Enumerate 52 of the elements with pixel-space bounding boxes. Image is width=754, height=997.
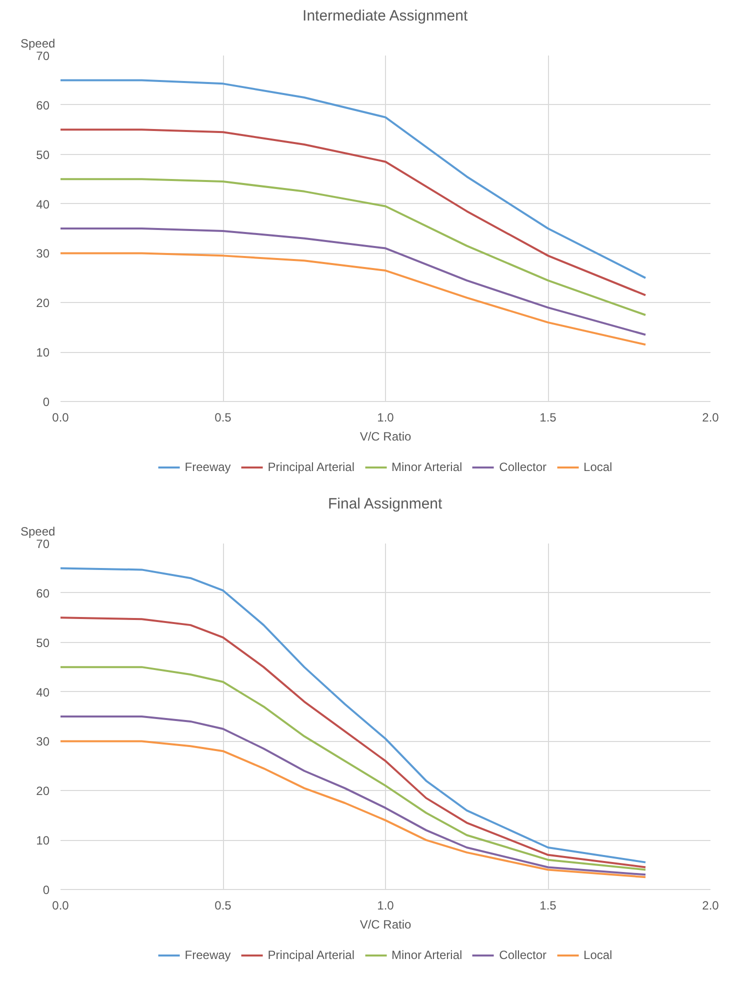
legend-label: Collector xyxy=(499,460,547,474)
y-tick-label: 0 xyxy=(42,883,50,897)
y-tick-label: 0 xyxy=(42,395,50,409)
line-series xyxy=(60,252,646,346)
x-tick-label: 1.0 xyxy=(377,410,394,424)
x-tick-label: 1.5 xyxy=(540,898,557,912)
legend-label: Local xyxy=(584,948,612,962)
x-tick-label: 1.5 xyxy=(540,410,557,424)
x-tick-label: 0.5 xyxy=(214,410,232,424)
y-tick-label: 70 xyxy=(36,49,50,63)
legend-label: Freeway xyxy=(184,948,231,962)
y-tick-label: 70 xyxy=(36,537,50,551)
y-tick-label: 10 xyxy=(36,834,50,848)
y-tick-label: 30 xyxy=(36,734,50,749)
x-tick-label: 1.0 xyxy=(377,898,394,912)
y-tick-label: 30 xyxy=(36,246,50,261)
y-axis-title: Speed xyxy=(20,524,56,538)
x-tick-label: 2.0 xyxy=(702,410,720,424)
y-tick-label: 10 xyxy=(36,346,50,360)
x-axis-title: V/C Ratio xyxy=(360,918,412,932)
legend-label: Principal Arterial xyxy=(268,948,354,962)
line-series xyxy=(60,79,646,279)
line-series xyxy=(60,567,646,864)
y-tick-label: 60 xyxy=(36,586,50,600)
line-series xyxy=(60,740,646,878)
x-axis-title: V/C Ratio xyxy=(360,430,412,444)
line-series xyxy=(60,616,646,868)
y-tick-label: 40 xyxy=(36,197,50,212)
x-tick-label: 0.0 xyxy=(52,410,70,424)
line-series xyxy=(60,666,646,871)
chart-title: Final Assignment xyxy=(328,496,444,512)
y-tick-label: 50 xyxy=(36,148,50,162)
legend-label: Minor Arterial xyxy=(391,460,462,474)
y-tick-label: 40 xyxy=(36,685,50,700)
line-series xyxy=(60,128,646,296)
y-tick-label: 20 xyxy=(36,296,50,310)
line-series xyxy=(60,178,646,316)
x-tick-label: 2.0 xyxy=(702,898,720,912)
legend-label: Minor Arterial xyxy=(391,948,462,962)
legend-label: Local xyxy=(584,460,612,474)
y-axis-title: Speed xyxy=(20,36,56,50)
x-tick-label: 0.0 xyxy=(52,898,70,912)
y-tick-label: 50 xyxy=(36,636,50,650)
line-series xyxy=(60,716,646,876)
chart-title: Intermediate Assignment xyxy=(302,8,468,24)
legend-label: Principal Arterial xyxy=(268,460,354,474)
y-tick-label: 20 xyxy=(36,784,50,798)
legend-label: Freeway xyxy=(184,460,231,474)
y-tick-label: 60 xyxy=(36,98,50,112)
legend-label: Collector xyxy=(499,948,547,962)
x-tick-label: 0.5 xyxy=(214,898,232,912)
line-series xyxy=(60,228,646,336)
